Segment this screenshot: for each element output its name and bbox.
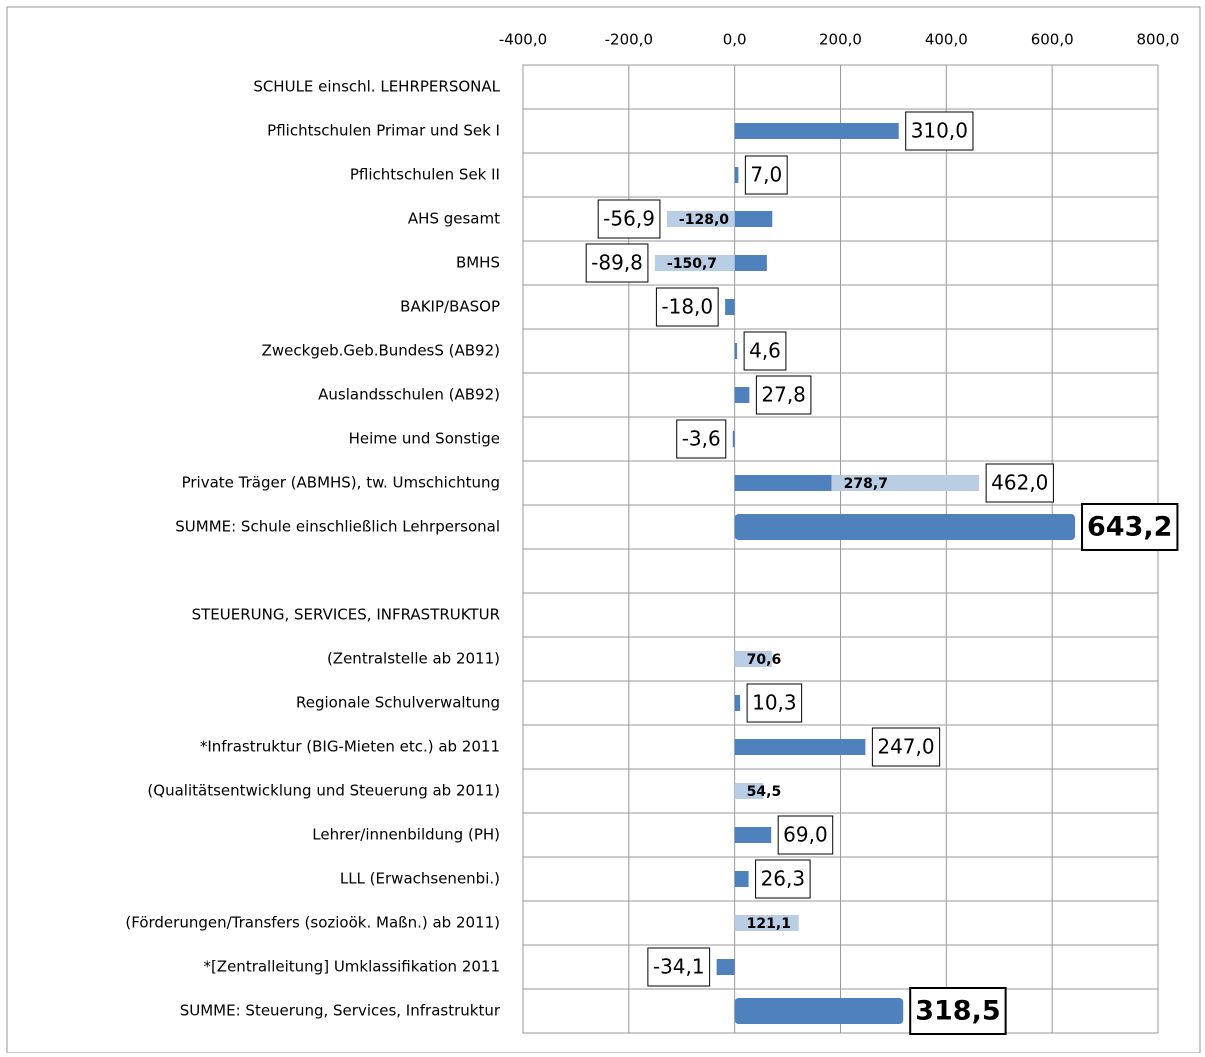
total-label: 462,0 [991, 471, 1048, 495]
bar-value-label: -128,0 [679, 212, 729, 228]
total-label: 7,0 [750, 163, 782, 187]
total-label: -18,0 [661, 295, 713, 319]
category-label: SUMME: Schule einschließlich Lehrpersona… [175, 518, 500, 536]
total-label-box [1081, 503, 1179, 551]
category-label: (Zentralstelle ab 2011) [327, 650, 500, 668]
total-label-box [905, 111, 974, 151]
bar-value-label: -150,7 [667, 256, 717, 272]
total-label-box [676, 419, 727, 459]
bar [734, 739, 866, 755]
bar [732, 431, 735, 447]
x-tick-label: 200,0 [819, 31, 862, 49]
bar [734, 167, 739, 183]
bar [734, 998, 904, 1024]
category-label: Regionale Schulverwaltung [296, 694, 500, 712]
category-label: Pflichtschulen Sek II [350, 166, 500, 184]
bar-value-label: 121,1 [747, 916, 791, 932]
bar [734, 123, 899, 139]
bar [734, 695, 741, 711]
bar [831, 475, 980, 491]
total-label: 310,0 [911, 119, 968, 143]
x-tick-label: 600,0 [1031, 31, 1074, 49]
category-label: *[Zentralleitung] Umklassifikation 2011 [203, 958, 500, 976]
category-label: AHS gesamt [408, 210, 500, 228]
category-label: Heime und Sonstige [349, 430, 500, 448]
total-label-box [871, 727, 941, 767]
bar [734, 255, 767, 271]
x-tick-label: -400,0 [499, 31, 547, 49]
total-label-box [755, 859, 811, 899]
total-label-box [655, 287, 719, 327]
bar [734, 475, 832, 491]
total-label: 643,2 [1087, 512, 1172, 543]
category-label: *Infrastruktur (BIG-Mieten etc.) ab 2011 [200, 738, 500, 756]
total-label: 27,8 [761, 383, 806, 407]
bar [716, 959, 735, 975]
total-label-box [647, 947, 711, 987]
total-label-box [777, 815, 834, 855]
total-label: -56,9 [603, 207, 655, 231]
total-label: 4,6 [749, 339, 781, 363]
bar [734, 343, 738, 359]
total-label-box [597, 199, 661, 239]
bar [734, 915, 799, 931]
x-tick-label: 0,0 [723, 31, 747, 49]
total-label: -34,1 [653, 955, 705, 979]
total-label: 26,3 [761, 867, 806, 891]
bar [725, 299, 735, 315]
category-label: SCHULE einschl. LEHRPERSONAL [253, 78, 500, 96]
x-tick-label: 800,0 [1137, 31, 1180, 49]
x-tick-label: -200,0 [605, 31, 653, 49]
total-label-box [755, 375, 812, 415]
bar [734, 387, 750, 403]
category-label: Auslandsschulen (AB92) [318, 386, 500, 404]
total-label: -89,8 [591, 251, 643, 275]
category-label: Private Träger (ABMHS), tw. Umschichtung [182, 474, 500, 492]
bar-value-label: 278,7 [844, 476, 888, 492]
total-label: -3,6 [682, 427, 721, 451]
category-label: STEUERUNG, SERVICES, INFRASTRUKTUR [192, 606, 500, 624]
category-label: (Qualitätsentwicklung und Steuerung ab 2… [147, 782, 500, 800]
x-tick-label: 400,0 [925, 31, 968, 49]
total-label: 318,5 [915, 996, 1000, 1027]
bar [734, 514, 1076, 540]
bar [734, 651, 773, 667]
category-label: SUMME: Steuerung, Services, Infrastruktu… [180, 1002, 501, 1020]
category-label: Lehrer/innenbildung (PH) [312, 826, 500, 844]
category-label: (Förderungen/Transfers (sozioök. Maßn.) … [125, 914, 500, 932]
category-label: Zweckgeb.Geb.BundesS (AB92) [262, 342, 500, 360]
bar [654, 255, 735, 271]
bar [734, 871, 749, 887]
category-label: BAKIP/BASOP [400, 298, 500, 316]
bar [666, 211, 735, 227]
bar [734, 827, 772, 843]
category-label: Pflichtschulen Primar und Sek I [267, 122, 500, 140]
bar-value-label: 70,6 [747, 652, 782, 668]
category-label: LLL (Erwachsenenbi.) [340, 870, 500, 888]
total-label-box [985, 463, 1054, 503]
category-label: BMHS [456, 254, 500, 272]
total-label-box [744, 155, 788, 195]
bar [734, 783, 764, 799]
total-label-box [585, 243, 649, 283]
total-label: 247,0 [877, 735, 934, 759]
bar [734, 211, 773, 227]
total-label-box [746, 683, 803, 723]
total-label-box [909, 987, 1007, 1035]
total-label: 69,0 [783, 823, 828, 847]
total-label-box [743, 331, 787, 371]
bar-value-label: 54,5 [747, 784, 782, 800]
total-label: 10,3 [752, 691, 797, 715]
